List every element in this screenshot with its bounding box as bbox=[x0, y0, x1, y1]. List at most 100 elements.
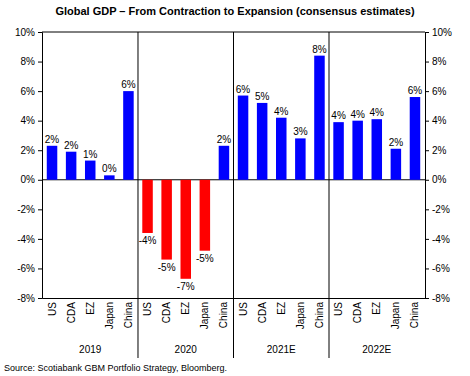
tick: 10% bbox=[15, 27, 42, 38]
tick-label: -8% bbox=[432, 293, 450, 304]
data-label: -4% bbox=[139, 235, 157, 246]
data-label: 4% bbox=[350, 109, 365, 120]
bar bbox=[352, 121, 363, 180]
data-label: 6% bbox=[121, 79, 136, 90]
tick: 2% bbox=[21, 145, 42, 156]
tick: Japan bbox=[199, 302, 210, 329]
tick: US bbox=[238, 302, 249, 316]
tick: EZ bbox=[180, 302, 191, 315]
tick: 4% bbox=[21, 115, 42, 126]
tick-mark bbox=[425, 121, 429, 122]
data-label: 3% bbox=[293, 126, 308, 137]
tick-mark bbox=[38, 121, 42, 122]
tick-label: US bbox=[47, 302, 58, 316]
tick: -6% bbox=[425, 263, 450, 274]
tick-mark bbox=[425, 91, 429, 92]
tick: China bbox=[218, 302, 229, 329]
bar bbox=[238, 96, 249, 180]
tick-mark bbox=[425, 268, 429, 269]
bar bbox=[219, 146, 230, 180]
bar bbox=[372, 119, 383, 180]
bar bbox=[295, 138, 306, 179]
bar bbox=[161, 180, 172, 260]
data-label: 1% bbox=[83, 149, 98, 160]
tick: -4% bbox=[17, 234, 42, 245]
bar bbox=[142, 180, 153, 233]
tick: CDA bbox=[257, 302, 268, 323]
tick-label: -4% bbox=[17, 234, 35, 245]
tick-mark bbox=[38, 32, 42, 33]
axis-line bbox=[426, 33, 430, 299]
group-separator bbox=[329, 32, 330, 358]
tick-mark bbox=[38, 150, 42, 151]
bar bbox=[276, 118, 287, 180]
tick: 2% bbox=[425, 145, 447, 156]
tick: -2% bbox=[17, 204, 42, 215]
tick: -2% bbox=[425, 204, 450, 215]
tick-label: 2% bbox=[432, 145, 447, 156]
tick: CDA bbox=[352, 302, 363, 323]
bar bbox=[47, 146, 58, 180]
bar bbox=[104, 175, 115, 179]
bar bbox=[333, 122, 344, 180]
data-label: 4% bbox=[274, 106, 289, 117]
tick-mark bbox=[425, 209, 429, 210]
tick-label: China bbox=[409, 302, 420, 329]
tick-label: Japan bbox=[390, 302, 401, 329]
bar bbox=[314, 56, 325, 180]
bar bbox=[257, 103, 268, 180]
tick-label: US bbox=[238, 302, 249, 316]
tick: China bbox=[123, 302, 134, 329]
tick-label: -6% bbox=[17, 263, 35, 274]
tick-label: CDA bbox=[161, 302, 172, 323]
bar bbox=[391, 149, 402, 180]
data-label: 6% bbox=[408, 85, 423, 96]
tick: 8% bbox=[21, 56, 42, 67]
data-label: 2% bbox=[217, 134, 232, 145]
tick: 6% bbox=[425, 86, 447, 97]
tick: CDA bbox=[66, 302, 77, 323]
tick-label: 8% bbox=[432, 56, 447, 67]
tick-label: 6% bbox=[432, 86, 447, 97]
bar bbox=[85, 161, 96, 180]
title: Global GDP – From Contraction to Expansi… bbox=[55, 5, 415, 17]
tick-label: CDA bbox=[66, 302, 77, 323]
data-label: 2% bbox=[45, 134, 60, 145]
plot: -8% -6% -4% -2% 0% 2% 4% 6% 8% 10% -8% -6% -4% -2% 0% 2… bbox=[15, 27, 452, 358]
data-label: 0% bbox=[102, 163, 117, 174]
tick-label: 4% bbox=[432, 115, 447, 126]
tick: 0% bbox=[21, 174, 42, 185]
tick: Japan bbox=[104, 302, 115, 329]
tick: -6% bbox=[17, 263, 42, 274]
bar bbox=[180, 180, 191, 279]
axis-line bbox=[38, 33, 43, 299]
data-label: 4% bbox=[331, 110, 346, 121]
tick-label: Japan bbox=[295, 302, 306, 329]
tick-mark bbox=[425, 180, 429, 181]
tick-label: 0% bbox=[21, 174, 36, 185]
tick-label: EZ bbox=[85, 302, 96, 315]
tick-label: 2% bbox=[21, 145, 36, 156]
tick-label: 4% bbox=[21, 115, 36, 126]
tick: EZ bbox=[276, 302, 287, 315]
tick-label: 6% bbox=[21, 86, 36, 97]
data-label: -7% bbox=[177, 281, 195, 292]
tick-mark bbox=[38, 180, 42, 181]
tick-mark bbox=[425, 239, 429, 240]
tick-label: China bbox=[123, 302, 134, 329]
tick: -8% bbox=[17, 293, 42, 304]
tick-label: China bbox=[314, 302, 325, 329]
tick-label: 0% bbox=[432, 174, 447, 185]
tick-mark bbox=[38, 239, 42, 240]
tick: EZ bbox=[85, 302, 96, 315]
tick-label: -2% bbox=[17, 204, 35, 215]
data-label: 2% bbox=[64, 140, 79, 151]
tick: 6% bbox=[21, 86, 42, 97]
tick-label: Japan bbox=[104, 302, 115, 329]
data-labels: 2%2%1%0%6%-4%-5%-7%-5%2%6%5%4%3%8%4%4%4%… bbox=[45, 44, 423, 292]
data-label: 2% bbox=[389, 137, 404, 148]
tick-label: -6% bbox=[432, 263, 450, 274]
tick-label: 8% bbox=[21, 56, 36, 67]
source: Source: Scotiabank GBM Portfolio Strateg… bbox=[4, 363, 227, 373]
tick: EZ bbox=[371, 302, 382, 315]
